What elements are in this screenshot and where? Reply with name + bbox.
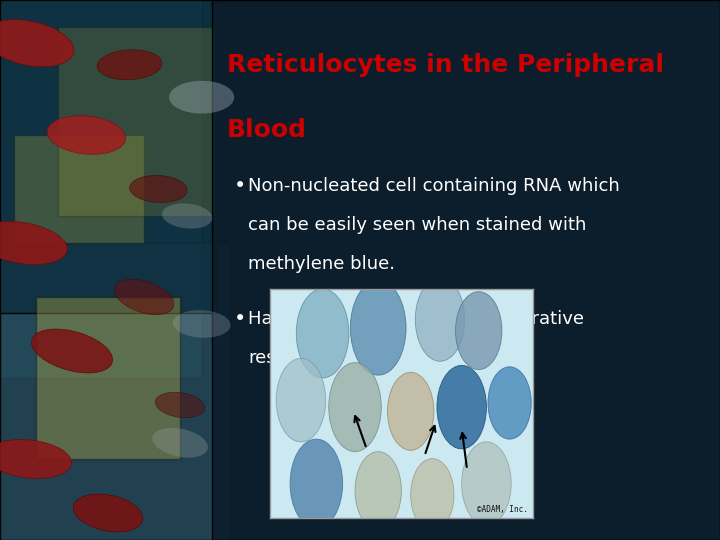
Ellipse shape	[276, 359, 325, 442]
FancyBboxPatch shape	[0, 0, 216, 313]
Ellipse shape	[73, 494, 143, 532]
Ellipse shape	[297, 289, 348, 378]
Ellipse shape	[351, 281, 406, 375]
Ellipse shape	[173, 310, 230, 338]
Text: •: •	[234, 309, 246, 329]
Ellipse shape	[156, 392, 204, 418]
Text: ©ADAM, Inc.: ©ADAM, Inc.	[477, 505, 528, 514]
Ellipse shape	[0, 440, 71, 478]
FancyBboxPatch shape	[36, 297, 180, 459]
Text: Blood: Blood	[227, 118, 307, 141]
Text: Hallmark of erythrocyte regenerative: Hallmark of erythrocyte regenerative	[248, 310, 585, 328]
Ellipse shape	[387, 373, 434, 450]
Ellipse shape	[162, 204, 212, 228]
Ellipse shape	[114, 279, 174, 315]
Text: Non-nucleated cell containing RNA which: Non-nucleated cell containing RNA which	[248, 177, 620, 195]
Ellipse shape	[488, 367, 531, 439]
FancyBboxPatch shape	[14, 135, 144, 243]
Text: methylene blue.: methylene blue.	[248, 255, 395, 273]
FancyBboxPatch shape	[0, 243, 230, 540]
Text: can be easily seen when stained with: can be easily seen when stained with	[248, 216, 587, 234]
Ellipse shape	[0, 19, 74, 67]
Ellipse shape	[169, 81, 234, 113]
Ellipse shape	[152, 428, 208, 457]
Ellipse shape	[47, 116, 126, 154]
Ellipse shape	[0, 221, 68, 265]
Ellipse shape	[462, 442, 511, 525]
Text: Reticulocytes in the Peripheral: Reticulocytes in the Peripheral	[227, 53, 664, 77]
FancyBboxPatch shape	[212, 0, 720, 540]
Ellipse shape	[415, 278, 465, 361]
Text: response.: response.	[248, 349, 336, 367]
Ellipse shape	[290, 439, 343, 528]
Ellipse shape	[355, 451, 402, 530]
Ellipse shape	[130, 176, 187, 202]
Ellipse shape	[32, 329, 112, 373]
FancyBboxPatch shape	[0, 0, 202, 378]
Ellipse shape	[437, 366, 487, 449]
Ellipse shape	[329, 363, 382, 451]
FancyBboxPatch shape	[58, 27, 216, 216]
Ellipse shape	[410, 458, 454, 531]
Text: •: •	[234, 176, 246, 197]
Ellipse shape	[456, 292, 502, 369]
Ellipse shape	[97, 50, 162, 80]
